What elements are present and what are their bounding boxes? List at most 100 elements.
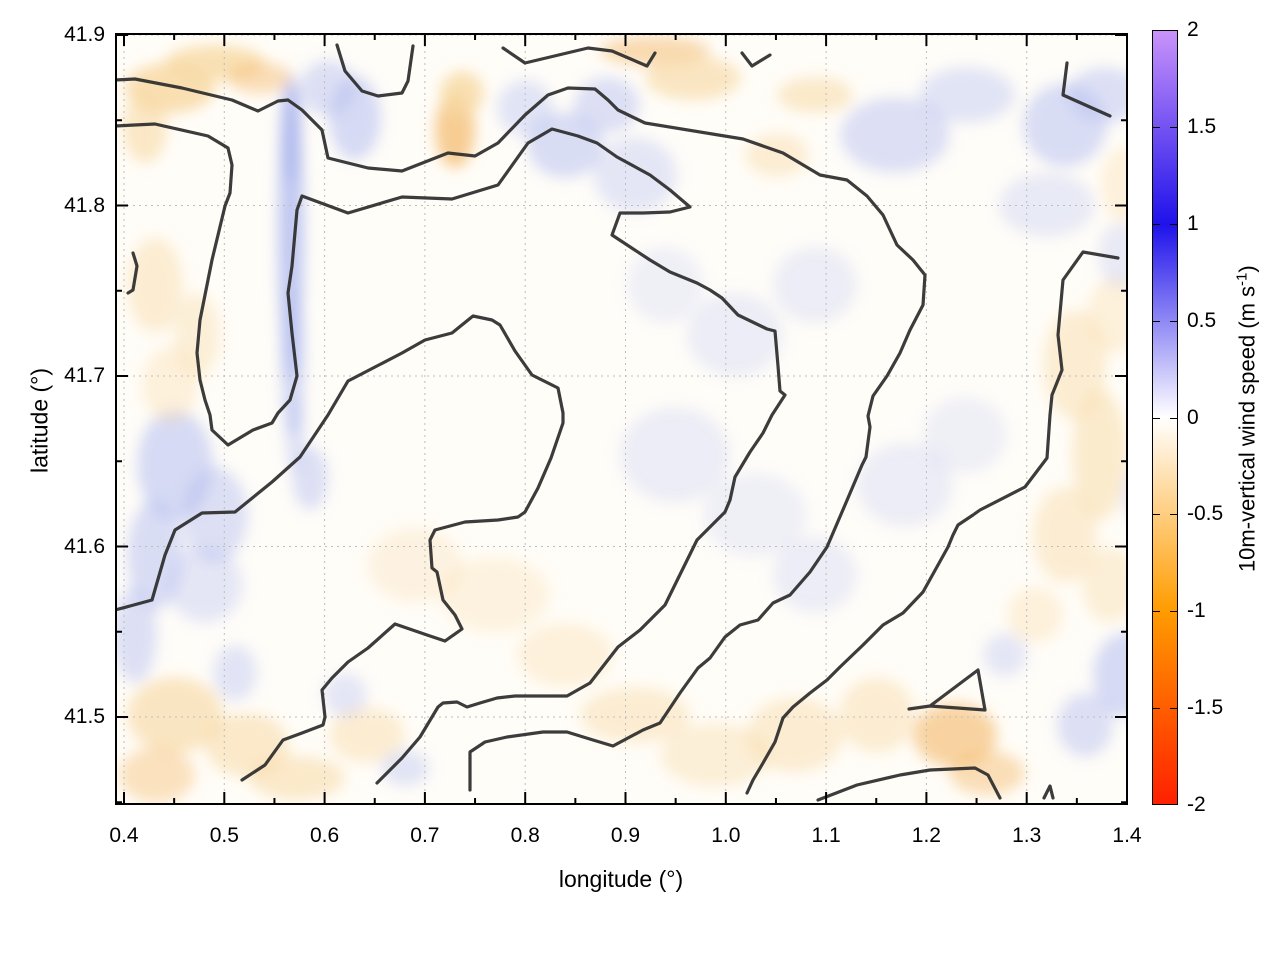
- field-blob: [329, 707, 405, 763]
- field-blob: [747, 697, 843, 773]
- colorbar-tick-label: -0.5: [1187, 502, 1224, 526]
- colorbar-tick-mark: [1170, 223, 1178, 225]
- field-blob: [1072, 390, 1128, 520]
- wind-speed-field: [115, 36, 1128, 803]
- field-blob: [123, 93, 167, 163]
- colorbar-tick-mark: [1170, 514, 1178, 516]
- field-blob: [1082, 547, 1128, 623]
- x-tick-label: 0.7: [410, 824, 440, 847]
- contour-line: [816, 766, 1002, 802]
- y-tick-label: 41.7: [64, 364, 105, 387]
- field-blob: [127, 237, 183, 333]
- field-blob: [1098, 223, 1128, 287]
- plot-area: [115, 33, 1128, 805]
- colorbar-tick-label: 1: [1187, 211, 1199, 235]
- contour-line: [740, 51, 772, 68]
- axis-ticks: [115, 33, 1128, 805]
- colorbar-tick-mark: [1152, 514, 1160, 516]
- field-blob: [1087, 277, 1128, 353]
- field-blob: [703, 473, 807, 557]
- field-blob: [919, 67, 1015, 123]
- contour-line: [907, 668, 987, 712]
- y-tick-label: 41.6: [64, 534, 105, 558]
- field-blob: [1067, 67, 1128, 123]
- x-tick-label: 1.1: [811, 824, 841, 847]
- y-tick-label: 41.5: [64, 705, 105, 728]
- field-blob: [497, 80, 553, 136]
- field-blob: [923, 397, 1007, 473]
- field-blob: [142, 347, 198, 423]
- field-blob: [182, 467, 248, 563]
- colorbar-label: 10m-vertical wind speed (m s-1): [1233, 219, 1260, 619]
- field-blob: [517, 623, 613, 687]
- field-blob: [983, 633, 1027, 677]
- contour-line: [1042, 784, 1055, 800]
- colorbar-tick-mark: [1152, 417, 1160, 419]
- colorbar-tick-mark: [1152, 126, 1160, 128]
- field-blob: [840, 97, 950, 173]
- y-tick-label: 41.8: [64, 193, 105, 217]
- colorbar-tick-mark: [1170, 708, 1178, 710]
- field-blob: [1007, 587, 1063, 643]
- colorbar-label-text: 10m-vertical wind speed (m s: [1234, 285, 1260, 573]
- colorbar-tick-mark: [1152, 708, 1160, 710]
- contour-line: [501, 46, 657, 68]
- field-blob: [367, 527, 463, 603]
- field-blob: [527, 112, 603, 178]
- colorbar-tick-mark: [1170, 417, 1178, 419]
- field-blob: [119, 747, 195, 803]
- field-blob: [323, 673, 367, 717]
- y-tick-label: 41.9: [64, 23, 105, 46]
- contour-line: [115, 314, 565, 782]
- x-tick-label: 1.2: [911, 824, 941, 847]
- field-blob: [687, 293, 783, 377]
- field-blob: [913, 703, 997, 767]
- x-axis-label: longitude (°): [558, 866, 684, 892]
- field-blob: [213, 645, 257, 701]
- colorbar-tick-label: -1.5: [1187, 696, 1224, 720]
- field-blob: [1093, 633, 1128, 717]
- colorbar-tick-label: -1: [1187, 599, 1206, 623]
- field-blob: [660, 723, 770, 787]
- field-blob: [381, 750, 429, 786]
- contour-line: [745, 250, 1120, 795]
- field-blob: [857, 443, 953, 527]
- colorbar-tick-mark: [1152, 320, 1160, 322]
- field-blob: [300, 60, 356, 116]
- x-tick-label: 0.5: [209, 824, 239, 847]
- field-blob: [440, 71, 484, 115]
- field-blob: [115, 587, 157, 683]
- colorbar-tick-mark: [1170, 611, 1178, 613]
- colorbar-tick-label: 2: [1187, 18, 1199, 41]
- colorbar-tick-label: 1.5: [1187, 114, 1217, 138]
- field-blob: [1033, 487, 1097, 583]
- x-tick-label: 1.0: [711, 824, 741, 847]
- x-tick-label: 0.6: [309, 824, 340, 847]
- colorbar-tick-mark: [1152, 223, 1160, 225]
- field-blob: [620, 407, 730, 503]
- field-blob: [167, 547, 243, 623]
- colorbar-tick-label: 0.5: [1187, 308, 1217, 332]
- field-blob: [1057, 693, 1113, 757]
- field-blob: [745, 133, 809, 177]
- field-blob: [280, 73, 302, 183]
- colorbar-tick-mark: [1170, 126, 1178, 128]
- field-blob: [580, 687, 690, 743]
- colorbar-tick-label: 0: [1187, 405, 1199, 429]
- x-tick-label: 0.9: [610, 824, 641, 847]
- contour-line: [126, 251, 139, 295]
- colorbar-tick-mark: [1152, 611, 1160, 613]
- contour-line: [1061, 61, 1112, 118]
- field-blob: [249, 756, 345, 800]
- y-axis-label: latitude (°): [26, 367, 53, 474]
- field-blob: [228, 62, 292, 94]
- field-blob: [627, 247, 703, 323]
- field-blob: [127, 677, 223, 753]
- colorbar-label-close-paren: ): [1234, 265, 1260, 273]
- field-blob: [440, 557, 550, 633]
- contour-lines: [115, 43, 1120, 802]
- plot-frame: [115, 33, 1128, 805]
- field-blob: [773, 247, 857, 323]
- field-blob: [839, 677, 915, 753]
